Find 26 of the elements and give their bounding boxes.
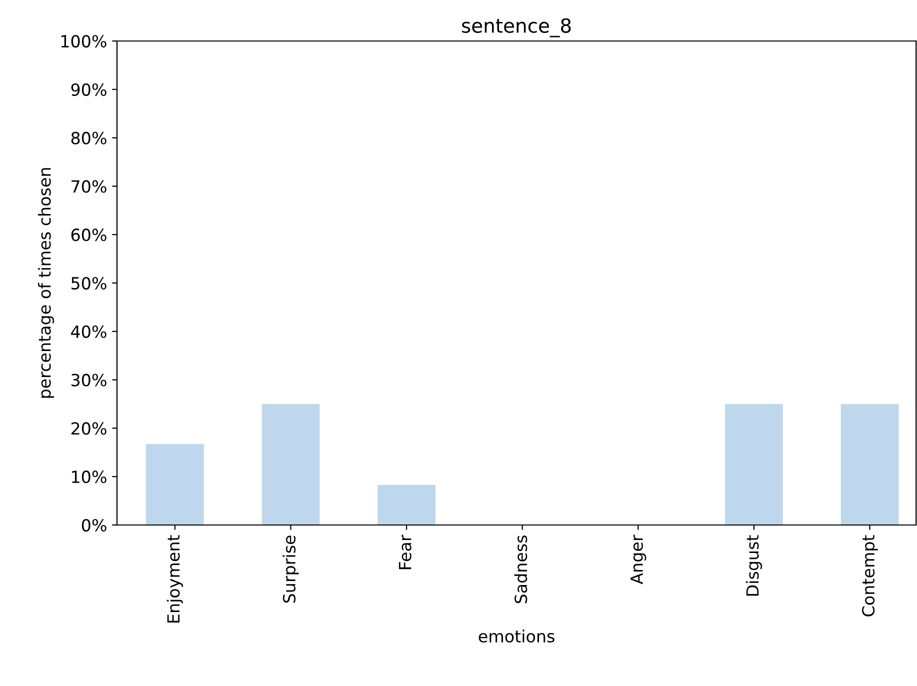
x-tick-label: Contempt [862,535,878,616]
bar [146,444,204,525]
y-tick-label: 10% [72,470,106,484]
bar [840,404,899,525]
y-tick-label: 70% [72,180,106,193]
bar [378,484,436,525]
x-tick-label: Surprise [282,536,299,603]
x-tick-label: Sadness [514,536,528,604]
x-axis-title: emotions [478,630,554,643]
x-tick-label: Disgust [746,535,762,596]
bar [262,404,320,525]
y-tick-label: 40% [71,325,106,338]
y-tick-label: 100% [61,34,106,48]
x-tick-label: Anger [630,534,646,584]
y-tick-label: 80% [71,132,106,144]
y-axis-title: percentage of times chosen [38,168,54,398]
y-tick-label: 30% [72,374,106,386]
x-tick-label: Fear [398,534,412,570]
y-tick-label: 0% [82,518,106,532]
x-tick-label: Enjoyment [166,535,183,622]
y-tick-label: 60% [71,228,106,242]
y-tick-label: 20% [71,422,106,435]
y-tick-label: 90% [71,83,106,96]
bar [725,404,783,525]
chart-title: sentence_8 [462,18,571,38]
y-tick-label: 50% [72,276,106,290]
